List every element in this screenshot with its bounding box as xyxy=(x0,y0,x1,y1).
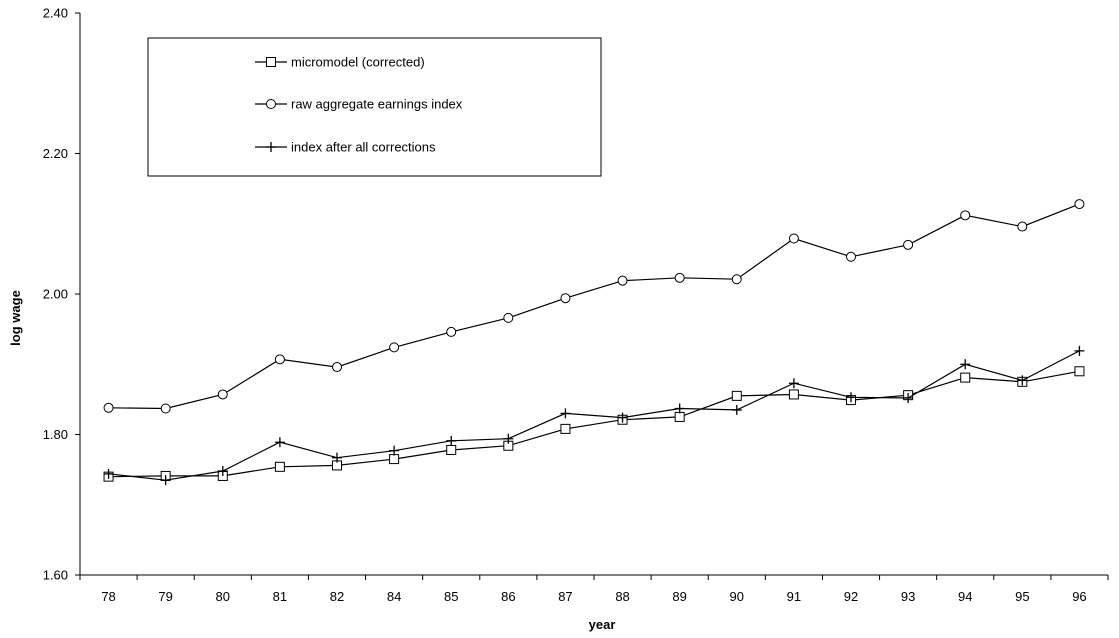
x-tick-label: 82 xyxy=(330,589,344,604)
data-point xyxy=(960,359,971,370)
series-line xyxy=(108,203,1080,410)
legend-marker xyxy=(266,99,276,109)
data-point xyxy=(960,210,971,221)
legend-label: micromodel (corrected) xyxy=(291,55,425,70)
legend-label: raw aggregate earnings index xyxy=(291,97,463,112)
data-point xyxy=(503,433,514,444)
y-tick-label: 2.20 xyxy=(43,146,68,161)
x-tick-label: 86 xyxy=(501,589,515,604)
data-point xyxy=(217,466,228,477)
y-tick-label: 1.80 xyxy=(43,427,68,442)
data-point xyxy=(960,372,971,383)
x-tick-label: 92 xyxy=(844,589,858,604)
x-tick-label: 90 xyxy=(730,589,744,604)
x-tick-label: 88 xyxy=(615,589,629,604)
x-tick-label: 93 xyxy=(901,589,915,604)
legend: micromodel (corrected) raw aggregate earn… xyxy=(147,37,602,177)
data-point xyxy=(389,342,400,353)
data-point xyxy=(560,293,571,304)
data-point xyxy=(389,454,400,465)
x-tick-label: 91 xyxy=(787,589,801,604)
y-tick-label: 1.60 xyxy=(43,568,68,583)
series-circle xyxy=(103,199,1085,414)
data-point xyxy=(217,389,228,400)
legend-box xyxy=(147,37,602,177)
data-point xyxy=(731,274,742,285)
y-axis-label: log wage xyxy=(8,290,23,346)
data-point xyxy=(1074,366,1085,377)
legend-marker xyxy=(266,142,276,152)
x-tick-label: 85 xyxy=(444,589,458,604)
x-tick-label: 84 xyxy=(387,589,401,604)
data-point xyxy=(103,468,114,479)
data-point xyxy=(160,475,171,486)
x-tick-label: 81 xyxy=(273,589,287,604)
x-axis-label: year xyxy=(589,617,616,632)
data-point xyxy=(1074,345,1085,356)
legend-entry: index after all corrections xyxy=(255,140,436,155)
data-point xyxy=(674,403,685,414)
tick-labels: 1.60 1.80 2.00 2.20 2.40 78 79 80 81 82 84 85 86 87 88… xyxy=(43,6,1087,605)
x-tick-label: 95 xyxy=(1015,589,1029,604)
data-point xyxy=(788,233,799,244)
data-point xyxy=(1017,375,1028,386)
data-point xyxy=(274,437,285,448)
data-point xyxy=(903,239,914,250)
data-point xyxy=(560,408,571,419)
data-point xyxy=(674,411,685,422)
y-tick-label: 2.40 xyxy=(43,6,68,21)
data-point xyxy=(274,354,285,365)
data-point xyxy=(446,444,457,455)
data-point xyxy=(274,461,285,472)
data-point xyxy=(1074,199,1085,210)
series-layer xyxy=(103,199,1085,486)
data-point xyxy=(846,392,856,403)
x-tick-label: 89 xyxy=(672,589,686,604)
data-point xyxy=(788,378,799,389)
data-point xyxy=(332,362,342,373)
y-tick-label: 2.00 xyxy=(43,287,68,302)
data-point xyxy=(846,251,856,262)
data-point xyxy=(160,403,171,414)
data-point xyxy=(617,412,628,423)
data-point xyxy=(389,445,400,456)
x-tick-label: 94 xyxy=(958,589,972,604)
data-point xyxy=(446,435,457,446)
axes xyxy=(75,12,1109,580)
legend-entry: raw aggregate earnings index xyxy=(255,97,463,112)
x-tick-label: 79 xyxy=(158,589,172,604)
legend-entry: micromodel (corrected) xyxy=(255,55,425,70)
data-point xyxy=(674,272,685,283)
x-tick-label: 78 xyxy=(101,589,115,604)
x-tick-label: 87 xyxy=(558,589,572,604)
data-point xyxy=(903,392,914,403)
series-plus xyxy=(103,345,1085,486)
data-point xyxy=(617,275,628,286)
series-line xyxy=(108,350,1080,481)
legend-marker xyxy=(266,57,276,67)
data-point xyxy=(103,402,114,413)
data-point xyxy=(560,423,571,434)
data-point xyxy=(332,452,342,463)
data-point xyxy=(788,389,799,400)
data-point xyxy=(1017,221,1028,232)
data-point xyxy=(503,312,514,323)
x-tick-label: 80 xyxy=(216,589,230,604)
data-point xyxy=(731,390,742,401)
series-square xyxy=(103,366,1085,482)
series-line xyxy=(108,370,1080,478)
x-tick-label: 96 xyxy=(1072,589,1086,604)
data-point xyxy=(731,404,742,415)
legend-label: index after all corrections xyxy=(291,140,436,155)
data-point xyxy=(446,326,457,337)
